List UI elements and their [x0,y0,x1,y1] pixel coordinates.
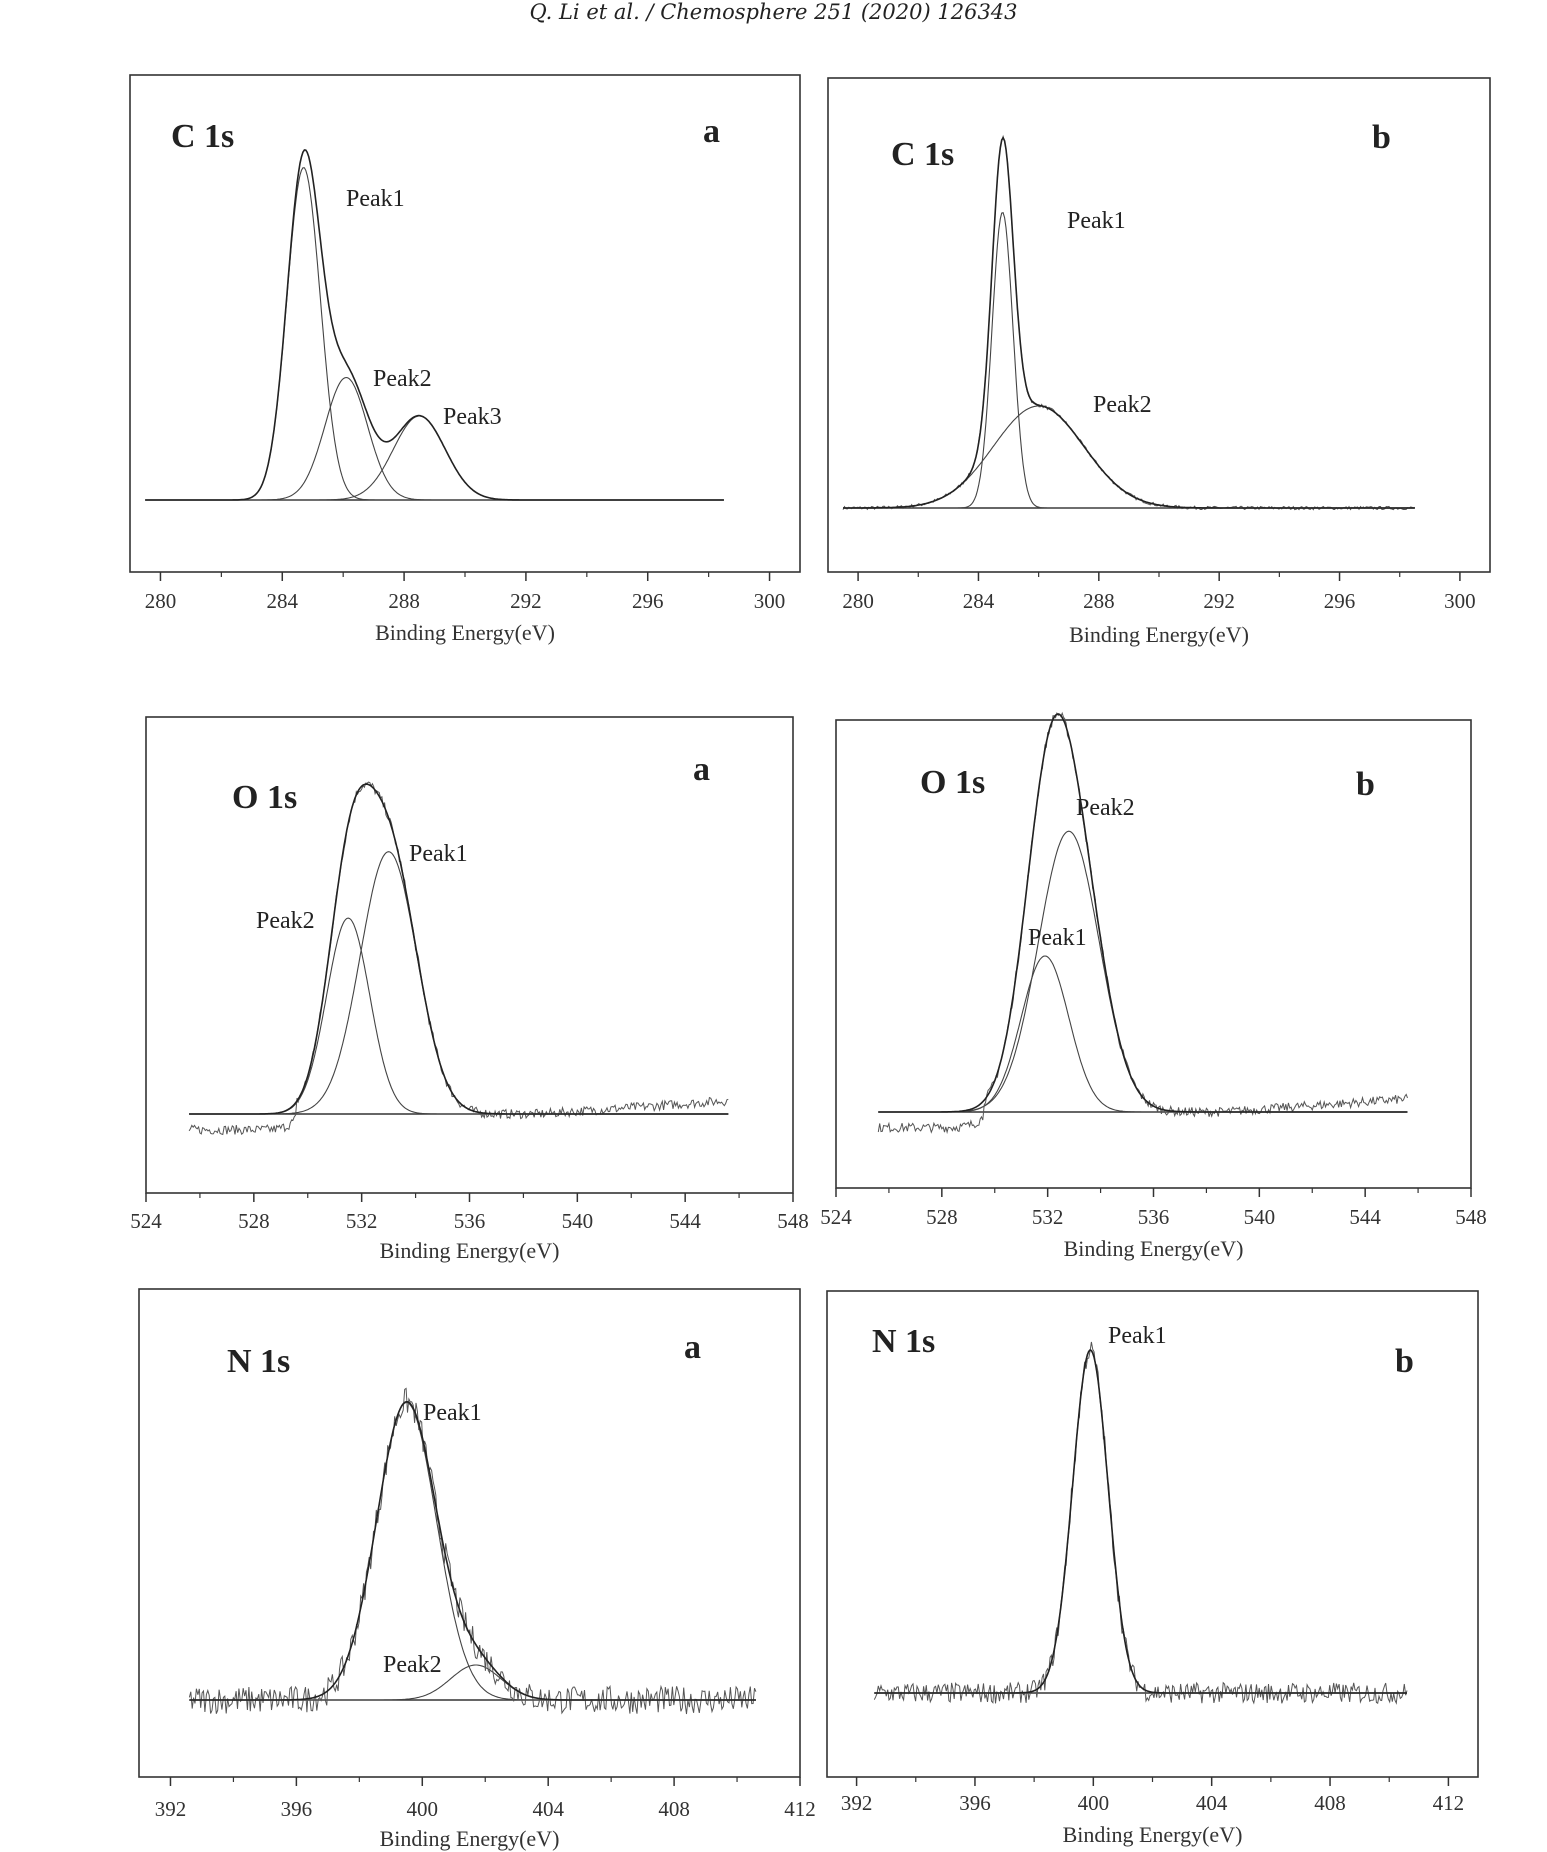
spectrum-title: N 1s [227,1343,290,1380]
x-axis-title: Binding Energy(eV) [380,1826,560,1851]
panel-letter: a [703,113,720,150]
raw-spectrum [877,711,1408,1135]
x-tick-label: 288 [1083,589,1115,613]
peak-label-peak2: Peak2 [383,1652,442,1678]
panel-letter: b [1372,119,1391,156]
x-tick-label: 400 [1078,1791,1110,1815]
peak-label-peak1: Peak1 [1108,1323,1167,1349]
raw-spectrum [188,781,729,1136]
spectrum-title: C 1s [891,136,954,173]
x-tick-label: 412 [784,1797,816,1821]
fit-component-peak1 [874,1349,1407,1694]
peak-label-peak2: Peak2 [1076,795,1135,821]
xps-panel-1: 280 284 288 292 296 300 Binding Energy(eV) C 1s… [129,74,801,645]
x-tick-label: 532 [346,1209,378,1233]
xps-panel-5: 392 396 400 404 408 412 Binding Energy(eV) N 1s… [138,1288,816,1851]
journal-header: Q. Li et al. / Chemosphere 251 (2020) 12… [529,0,1018,24]
x-tick-label: 548 [777,1209,809,1233]
x-tick-label: 288 [388,589,420,613]
fit-component-peak1 [843,212,1415,509]
x-tick-label: 396 [959,1791,991,1815]
x-tick-label: 292 [510,589,542,613]
x-axis-title: Binding Energy(eV) [1064,1236,1244,1261]
x-tick-label: 404 [1196,1791,1228,1815]
x-tick-label: 400 [407,1797,439,1821]
x-tick-label: 408 [658,1797,690,1821]
fit-envelope [878,713,1408,1113]
peak-label-peak1: Peak1 [409,841,468,867]
x-tick-label: 408 [1314,1791,1346,1815]
fit-component-peak2 [145,376,724,501]
peak-label-peak2: Peak2 [256,908,315,934]
peak-label-peak2: Peak2 [373,366,432,392]
x-axis-title: Binding Energy(eV) [1063,1822,1243,1847]
x-tick-label: 532 [1032,1205,1064,1229]
x-tick-label: 528 [238,1209,270,1233]
x-tick-label: 392 [155,1797,187,1821]
x-tick-label: 300 [754,589,786,613]
peak-label-peak1: Peak1 [423,1400,482,1426]
fit-envelope [145,149,724,501]
plot-frame [826,1290,1479,1778]
x-tick-label: 412 [1433,1791,1465,1815]
x-tick-label: 280 [145,589,177,613]
xps-panel-6: 392 396 400 404 408 412 Binding Energy(eV) N 1s… [826,1290,1479,1847]
spectrum-title: C 1s [171,118,234,155]
x-tick-label: 544 [1349,1205,1381,1229]
x-tick-label: 404 [532,1797,564,1821]
x-axis-title: Binding Energy(eV) [375,620,555,645]
x-tick-label: 296 [1324,589,1356,613]
x-tick-label: 300 [1444,589,1476,613]
panel-letter: a [693,751,710,788]
fit-component-peak1 [878,955,1408,1113]
fit-envelope [189,1401,756,1701]
x-tick-label: 528 [926,1205,958,1229]
x-axis-title: Binding Energy(eV) [380,1238,560,1263]
panel-letter: a [684,1329,701,1366]
x-tick-label: 296 [632,589,664,613]
xps-panel-2: 280 284 288 292 296 300 Binding Energy(eV) C 1s… [827,77,1491,647]
xps-panel-4: 524 528 532 536 540 544 548 Binding Energy(eV) O… [820,711,1487,1261]
peak-label-peak1: Peak1 [346,186,405,212]
x-tick-label: 396 [281,1797,313,1821]
x-tick-label: 292 [1203,589,1235,613]
peak-label-peak2: Peak2 [1093,392,1152,418]
x-tick-label: 536 [454,1209,486,1233]
x-tick-label: 284 [963,589,995,613]
x-tick-label: 280 [842,589,874,613]
fit-envelope [189,783,729,1115]
x-tick-label: 284 [267,589,299,613]
x-tick-label: 536 [1138,1205,1170,1229]
fit-component-peak1 [145,167,724,501]
spectrum-title: O 1s [232,779,297,816]
x-tick-label: 524 [820,1205,852,1229]
x-tick-label: 392 [841,1791,873,1815]
fit-component-peak2 [878,830,1408,1113]
fit-envelope [874,1349,1407,1694]
fit-component-peak2 [189,1664,756,1701]
x-tick-label: 548 [1455,1205,1487,1229]
peak-label-peak3: Peak3 [443,404,502,430]
x-tick-label: 524 [130,1209,162,1233]
x-tick-label: 540 [562,1209,594,1233]
raw-spectrum [873,1341,1408,1705]
panel-letter: b [1356,766,1375,803]
plot-frame [138,1288,801,1778]
fit-envelope [843,136,1415,509]
x-tick-label: 544 [669,1209,701,1233]
raw-spectrum [842,134,1416,511]
x-tick-label: 540 [1244,1205,1276,1229]
fit-component-peak1 [189,1401,756,1701]
peak-label-peak1: Peak1 [1067,208,1126,234]
peak-label-peak1: Peak1 [1028,925,1087,951]
spectrum-title: O 1s [920,764,985,801]
panel-letter: b [1395,1343,1414,1380]
spectrum-title: N 1s [872,1323,935,1360]
fit-component-peak2 [189,851,729,1115]
fit-component-peak1 [189,917,729,1115]
xps-panel-3: 524 528 532 536 540 544 548 Binding Energy(eV) O… [130,716,809,1263]
x-axis-title: Binding Energy(eV) [1069,622,1249,647]
